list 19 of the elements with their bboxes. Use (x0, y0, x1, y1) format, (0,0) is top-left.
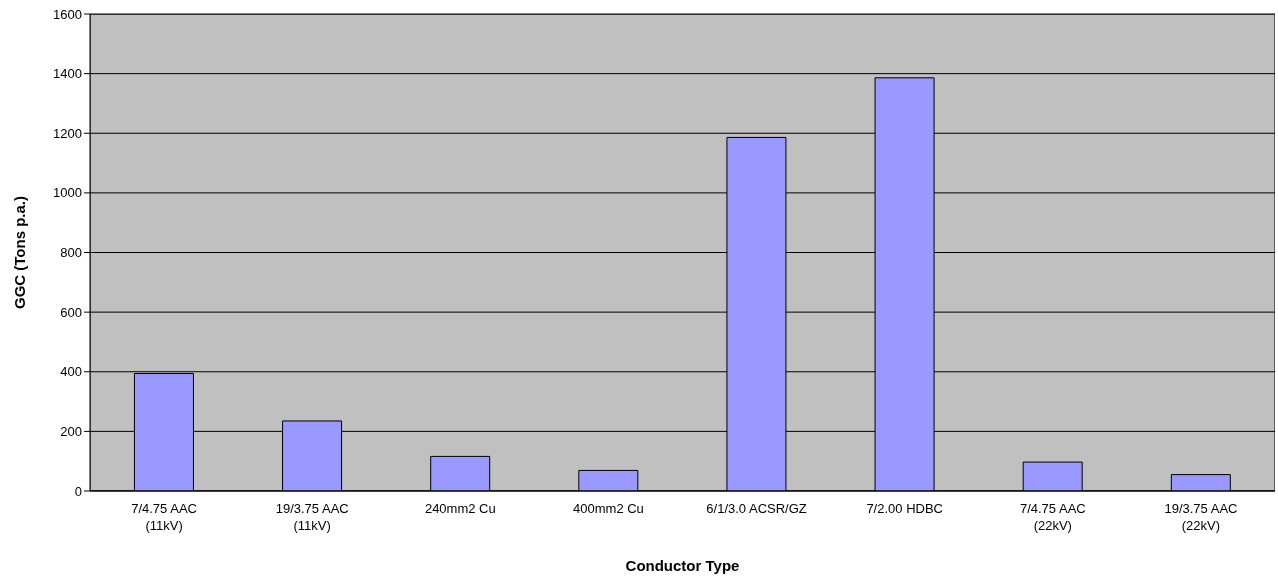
y-tick-label: 200 (60, 423, 82, 439)
y-axis-title: GGC (Tons p.a.) (11, 195, 29, 310)
x-tick-label: 19/3.75 AAC (11kV) (275, 501, 349, 533)
y-tick-label: 1400 (53, 66, 82, 82)
y-tick-label: 0 (74, 483, 82, 499)
x-tick-label: 7/4.75 AAC (22kV) (1019, 501, 1086, 533)
x-tick-label: 400mm2 Cu (573, 501, 644, 516)
y-tick-label: 1600 (53, 6, 82, 22)
y-tick-label: 1000 (53, 185, 82, 201)
y-tick-label: 800 (60, 245, 82, 261)
y-tick-label: 1200 (53, 125, 82, 141)
x-axis-title: Conductor Type (625, 557, 740, 574)
y-tick-label: 600 (60, 304, 82, 320)
y-tick-label: 400 (60, 364, 82, 380)
x-tick-label: 7/2.00 HDBC (866, 501, 943, 516)
x-tick-label: 240mm2 Cu (424, 501, 496, 516)
x-tick-label: 19/3.75 AAC (22kV) (1164, 501, 1238, 533)
x-tick-label: 7/4.75 AAC (11kV) (131, 501, 197, 533)
x-tick-label: 6/1/3.0 ACSR/GZ (706, 501, 807, 516)
